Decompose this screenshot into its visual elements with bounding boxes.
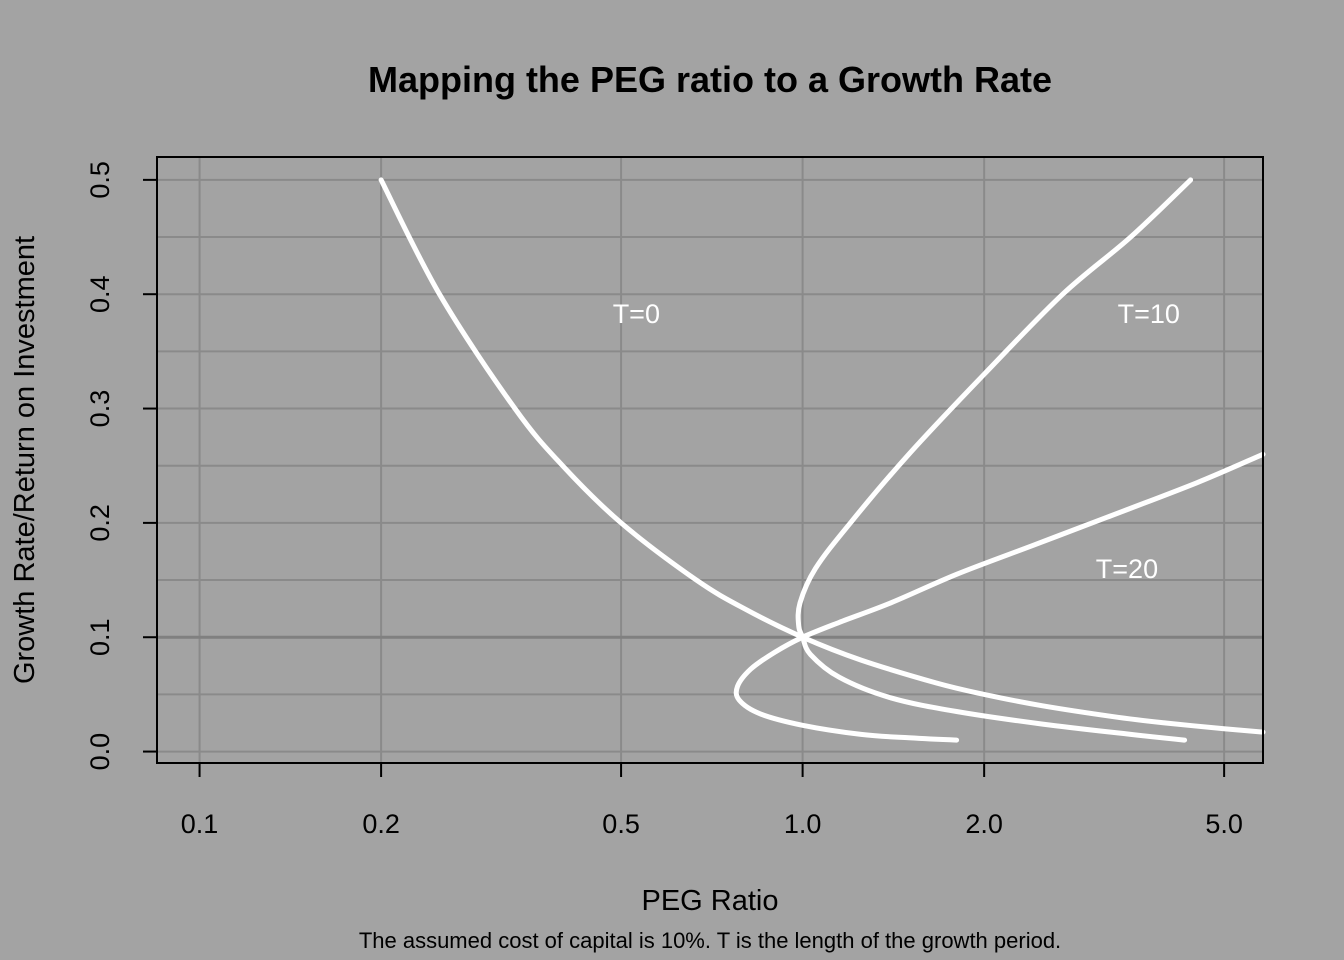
vertical-gridlines (198, 157, 1226, 763)
x-tick-label: 2.0 (965, 809, 1003, 839)
x-axis-label: PEG Ratio (642, 885, 779, 917)
plot-area: T=0 T=10 T=20 (156, 156, 1266, 764)
x-tick-label: 0.1 (181, 809, 219, 839)
curve-label: T=0 (613, 299, 660, 329)
chart-note: The assumed cost of capital is 10%. T is… (359, 928, 1061, 953)
curve-series (378, 177, 1266, 743)
plot-frame (156, 156, 1264, 764)
x-axis: 0.1 0.2 0.5 1.0 2.0 5.0 (181, 763, 1243, 839)
x-tick-label: 0.2 (362, 809, 400, 839)
y-tick-label: 0.2 (85, 504, 115, 542)
y-tick-label: 0.1 (85, 618, 115, 656)
plot-background (157, 157, 1263, 763)
curve-label: T=20 (1096, 554, 1158, 584)
y-axis-label: Growth Rate/Return on Investment (9, 236, 41, 684)
curve-label: T=10 (1118, 299, 1180, 329)
horizontal-gridlines (157, 178, 1263, 753)
curve-t10 (795, 177, 1194, 743)
y-axis: 0.0 0.1 0.2 0.3 0.4 0.5 (85, 161, 157, 770)
curve-labels: T=0 T=10 T=20 (613, 299, 1180, 584)
curve-t20 (733, 451, 1266, 743)
y-tick-label: 0.5 (85, 161, 115, 199)
x-tick-label: 5.0 (1205, 809, 1243, 839)
y-tick-label: 0.0 (85, 733, 115, 771)
y-tick-label: 0.4 (85, 275, 115, 313)
x-tick-label: 1.0 (784, 809, 822, 839)
x-tick-label: 0.5 (602, 809, 640, 839)
y-tick-label: 0.3 (85, 390, 115, 428)
chart-title: Mapping the PEG ratio to a Growth Rate (368, 59, 1052, 100)
